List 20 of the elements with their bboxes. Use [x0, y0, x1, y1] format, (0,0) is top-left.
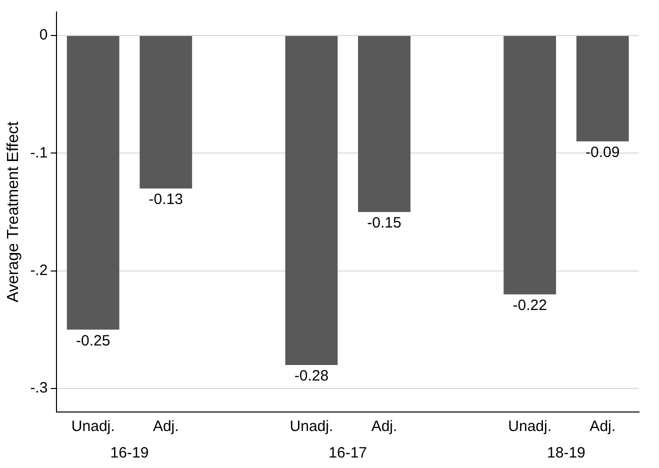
x-tick-label: Unadj.	[290, 418, 334, 436]
x-tick-label: Adj.	[371, 418, 398, 436]
y-tick-label: -.1	[30, 144, 48, 162]
data-label: -0.22	[512, 296, 547, 314]
data-label: -0.13	[148, 191, 183, 208]
text: 18-19	[547, 444, 586, 462]
data-label: -0.28	[294, 368, 329, 385]
x-tick-label: Unadj.	[508, 418, 552, 436]
x-tick-label: Adj.	[590, 418, 616, 436]
y-axis-title: Average Treatment Effect	[5, 121, 22, 302]
text: 16-17	[328, 444, 368, 462]
data-label: -0.15	[367, 214, 402, 232]
x-tick-label: Unadj.	[71, 418, 115, 436]
y-tick-label: -.2	[30, 262, 48, 279]
y-tick-label: 0	[39, 26, 48, 44]
data-label: -0.25	[76, 332, 110, 350]
y-tick-label: -.3	[30, 380, 48, 397]
data-label: -0.09	[586, 144, 620, 162]
x-tick-label: Adj.	[152, 418, 179, 436]
text: 16-19	[110, 444, 149, 462]
